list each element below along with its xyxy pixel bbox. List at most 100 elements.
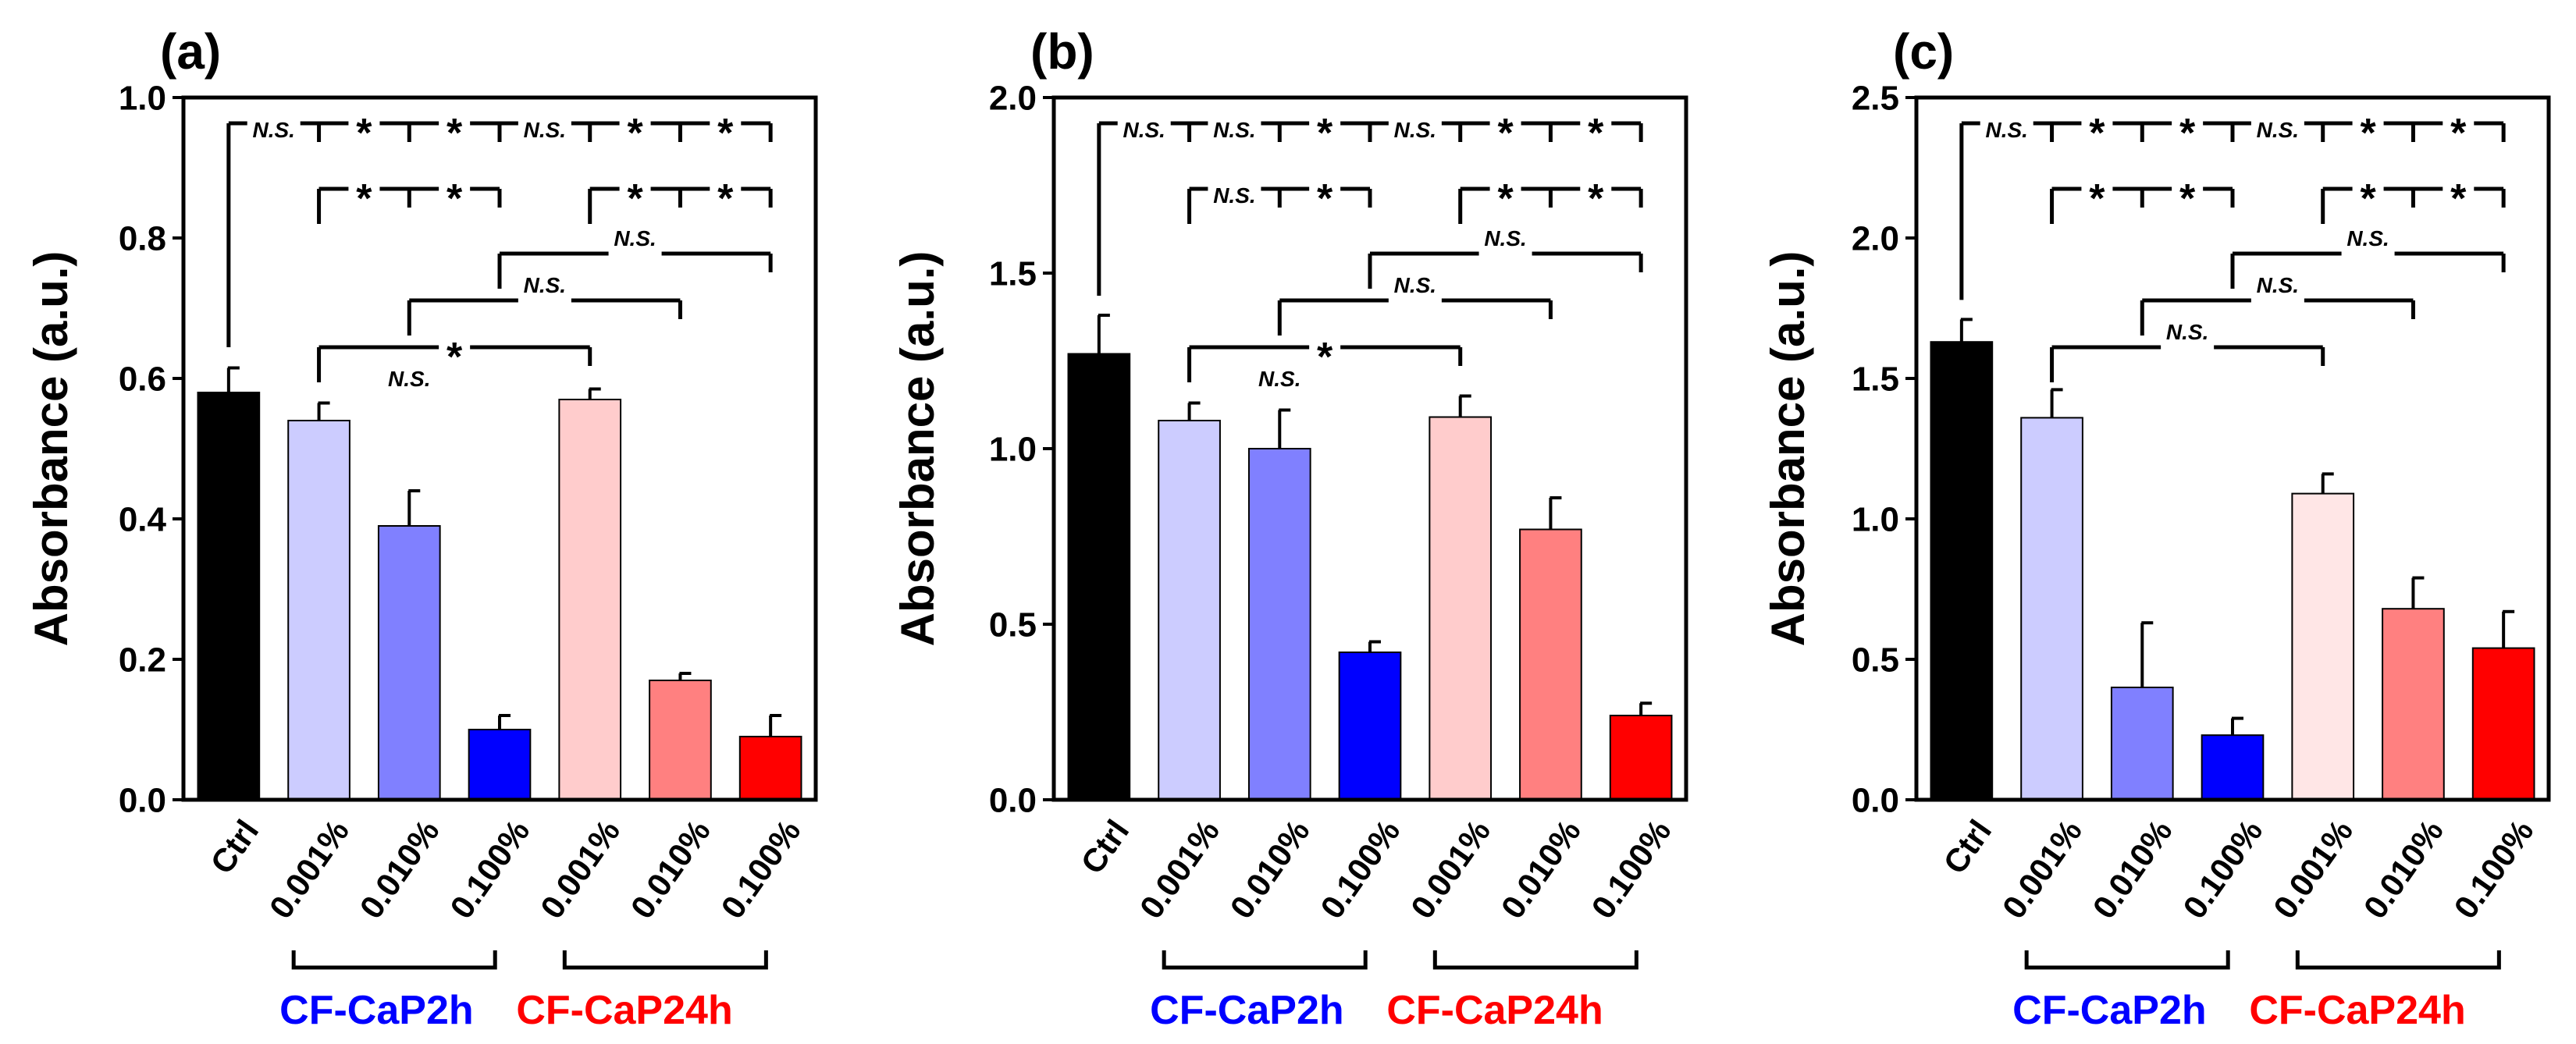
sig-star: *: [2089, 176, 2105, 222]
x-tick-label-7: 0.100%: [713, 813, 807, 925]
sig-ns: N.S.: [614, 226, 656, 250]
sig-label-bg: [710, 120, 742, 128]
sig-label-bg: [247, 120, 301, 128]
y-tick-label: 2.0: [989, 79, 1037, 117]
bar-3: [2110, 687, 2174, 801]
bar-1: [1067, 353, 1131, 801]
bar-5: [1429, 416, 1493, 801]
x-tick-label-6: 0.010%: [2357, 813, 2450, 925]
sig-bracket-1: N.S. N.S. * N.S. * *: [1097, 111, 1643, 296]
sig-label-bg: [608, 250, 662, 258]
group-bracket-line: [2024, 950, 2230, 970]
sig-label-bg: [2250, 120, 2304, 128]
y-tick-label: 1.5: [989, 254, 1037, 293]
sig-ns: N.S.: [1394, 273, 1436, 297]
bar-2: [287, 420, 350, 801]
group-bracket-line: [291, 950, 497, 970]
group-bracket-2: CF-CaP24h: [2249, 950, 2501, 1033]
sig-label-bg: [2161, 344, 2215, 352]
x-tick-label-4: 0.100%: [1313, 813, 1407, 925]
sig-star: *: [1588, 176, 1604, 222]
sig-bracket-2: * *: [317, 176, 502, 224]
bar-7: [738, 736, 802, 801]
group-label: CF-CaP24h: [516, 988, 732, 1033]
bar-5: [558, 399, 622, 801]
sig-label-bg: [1489, 120, 1521, 128]
x-tick-label-6: 0.010%: [1494, 813, 1588, 925]
sig-ns-extra: N.S.: [388, 367, 430, 391]
panel-label: (c): [1893, 23, 1954, 80]
group-bracket-1: CF-CaP2h: [279, 950, 497, 1033]
chart-panel-2: (b)Absorbance (a.u.)0.00.51.01.52.0Ctrl0…: [891, 23, 1688, 1033]
x-tick-label-3: 0.010%: [2086, 813, 2179, 925]
x-tick-label-7: 0.100%: [1584, 813, 1678, 925]
y-tick-label: 0.8: [119, 219, 166, 257]
y-axis-label: Absorbance (a.u.): [25, 251, 77, 647]
sig-ns: N.S.: [1123, 118, 1165, 142]
y-tick-label: 1.0: [1852, 500, 1899, 538]
y-tick-label: 1.0: [119, 79, 166, 117]
x-tick-label-2: 0.001%: [1133, 813, 1226, 925]
y-tick-label: 0.5: [1852, 641, 1899, 679]
sig-star: *: [2450, 176, 2467, 222]
sig-ns-extra: N.S.: [1258, 367, 1300, 391]
plot-frame: [181, 95, 818, 802]
sig-label-bg: [1980, 120, 2033, 128]
group-bracket-line: [1432, 950, 1638, 970]
sig-star: *: [1497, 111, 1514, 156]
group-bracket-line: [2295, 950, 2501, 970]
sig-ns: N.S.: [524, 118, 566, 142]
bar-3: [377, 525, 441, 801]
sig-star: *: [627, 111, 643, 156]
sig-bracket-4: N.S.: [1368, 226, 1643, 289]
plot-frame: [1914, 95, 2551, 802]
y-tick-label: 0.6: [119, 360, 166, 398]
group-label: CF-CaP24h: [2249, 988, 2465, 1033]
sig-bracket-4: N.S.: [2230, 226, 2506, 289]
y-tick-label: 0.2: [119, 641, 166, 679]
bar-2: [2020, 417, 2083, 801]
sig-label-bg: [2443, 186, 2475, 194]
sig-label-bg: [1489, 186, 1521, 194]
x-tick-label-7: 0.100%: [2446, 813, 2540, 925]
sig-bracket-3: * *: [1458, 176, 1643, 224]
sig-label-bg: [2081, 120, 2113, 128]
sig-bracket-6: *: [1187, 335, 1463, 382]
chart-panel-3: (c) Absorbance (a.u.) 0.0 0.5 1.0 1.5 2.0 2.5 Ct…: [1762, 23, 2551, 1033]
sig-bracket-5: N.S.: [2140, 273, 2415, 336]
group-label: CF-CaP2h: [2012, 988, 2206, 1033]
y-tick-label: 1.5: [1852, 360, 1899, 398]
x-tick-label-1: Ctrl: [203, 813, 265, 880]
group-label: CF-CaP2h: [279, 988, 473, 1033]
sig-label-bg: [710, 186, 742, 194]
group-label: CF-CaP2h: [1150, 988, 1343, 1033]
sig-star: *: [1497, 176, 1514, 222]
x-tick-label-1: Ctrl: [1936, 813, 1998, 880]
group-bracket-2: CF-CaP24h: [1386, 950, 1638, 1033]
panel-label: (a): [160, 23, 221, 80]
sig-label-bg: [1208, 120, 1261, 128]
sig-label-bg: [439, 344, 471, 352]
sig-star: *: [1317, 111, 1333, 156]
sig-star: *: [447, 335, 463, 380]
y-tick-label: 0.5: [989, 605, 1037, 644]
sig-bracket-5: N.S.: [1277, 273, 1553, 336]
x-tick-label-3: 0.010%: [1223, 813, 1317, 925]
sig-label-bg: [348, 120, 380, 128]
group-bracket-1: CF-CaP2h: [2012, 950, 2230, 1033]
bar-1: [1930, 341, 1994, 801]
sig-star: *: [447, 111, 463, 156]
sig-ns: N.S.: [1213, 118, 1255, 142]
sig-label-bg: [518, 297, 571, 305]
y-axis-label: Absorbance (a.u.): [1762, 251, 1814, 647]
group-label: CF-CaP24h: [1386, 988, 1603, 1033]
bar-7: [2471, 647, 2535, 801]
sig-label-bg: [1580, 120, 1612, 128]
sig-label-bg: [518, 120, 571, 128]
panel-label: (b): [1030, 23, 1094, 80]
x-tick-label-2: 0.001%: [262, 813, 356, 925]
sig-label-bg: [2341, 250, 2395, 258]
sig-ns: N.S.: [524, 273, 566, 297]
sig-bracket-6: N.S.: [2050, 320, 2325, 382]
